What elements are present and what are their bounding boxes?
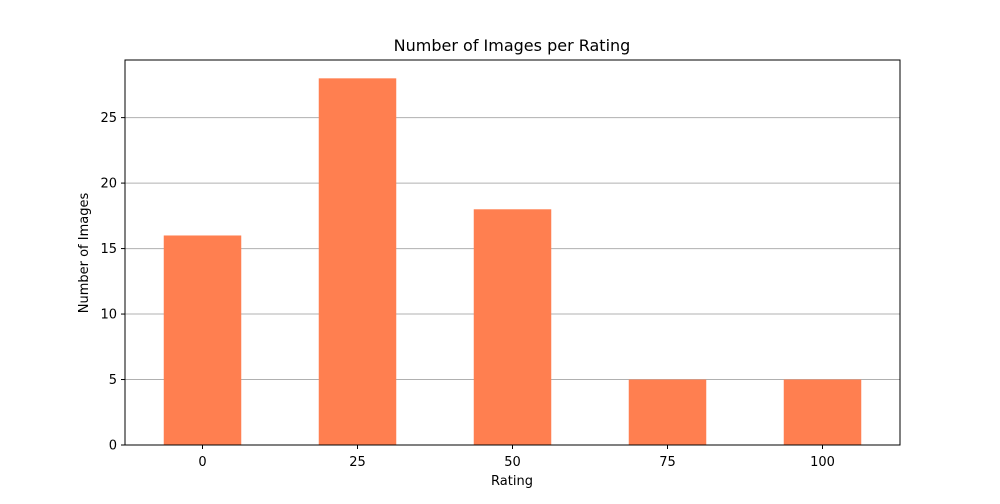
bar	[318, 78, 397, 445]
x-tick-label: 75	[659, 455, 676, 470]
bar	[783, 379, 862, 445]
y-tick-label: 5	[109, 373, 117, 388]
y-tick-label: 15	[100, 242, 117, 257]
x-tick-label: 100	[810, 455, 835, 470]
x-tick-label: 50	[504, 455, 521, 470]
bar	[628, 379, 707, 445]
x-tick-label: 0	[198, 455, 206, 470]
y-tick-label: 10	[100, 308, 117, 323]
y-axis-label: Number of Images	[77, 193, 92, 314]
x-tick-label: 25	[349, 455, 366, 470]
y-tick-label: 0	[109, 439, 117, 454]
y-tick-label: 25	[100, 111, 117, 126]
bar	[163, 235, 242, 445]
bar	[473, 209, 552, 445]
y-tick-label: 20	[100, 177, 117, 192]
ticks: 0 5 10 15 20 25 0 25 50 75 100	[100, 111, 834, 470]
x-axis-label: Rating	[491, 474, 533, 489]
chart-title: Number of Images per Rating	[394, 36, 631, 55]
bars	[163, 78, 862, 445]
